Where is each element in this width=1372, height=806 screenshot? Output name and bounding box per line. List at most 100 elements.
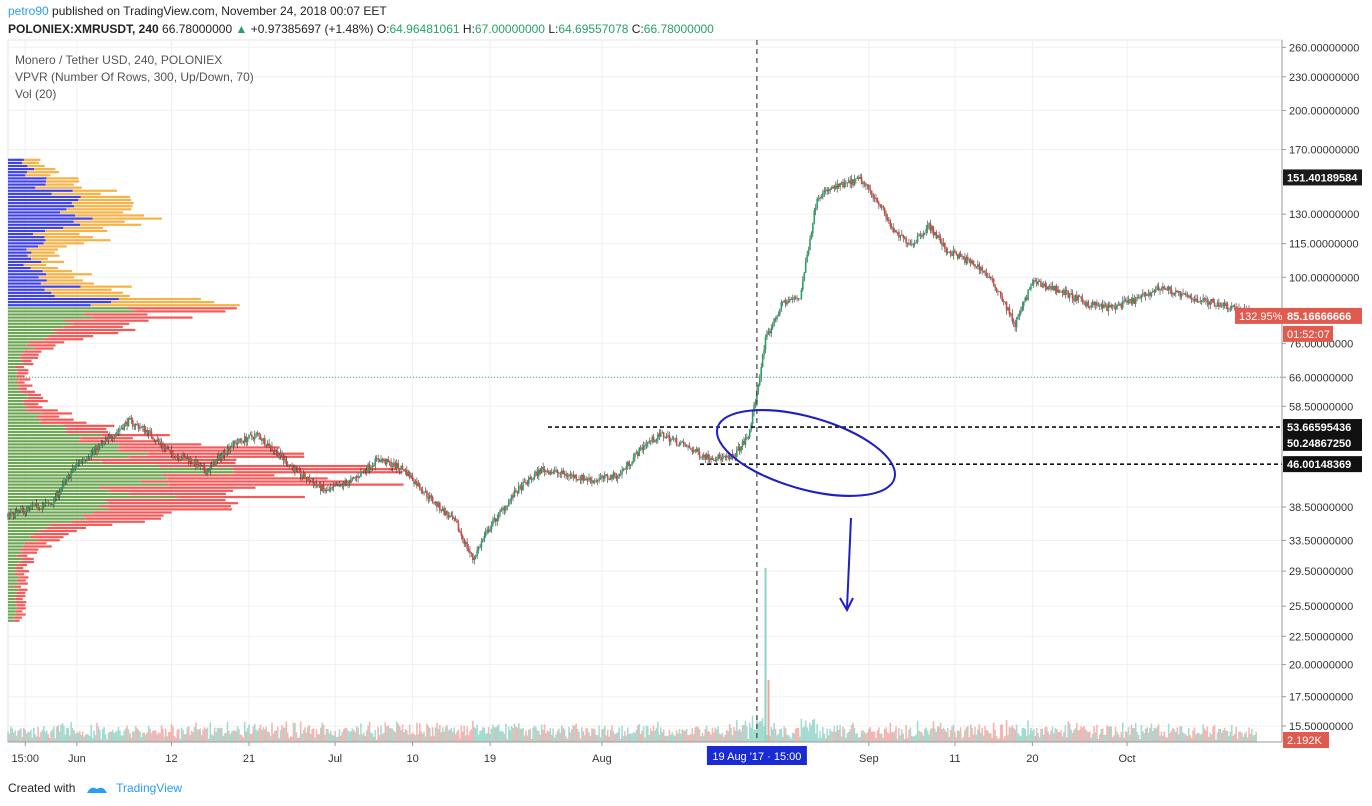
candle-body (688, 445, 691, 448)
price-tick-label: 29.50000000 (1289, 566, 1353, 578)
volume-bar (981, 727, 983, 742)
candle-body (1203, 298, 1206, 300)
volume-bar (479, 731, 481, 742)
level-badge-bg (1283, 434, 1362, 451)
candle-body (243, 436, 246, 443)
level-badge: 46.00148369 (1287, 459, 1351, 471)
candle-body (672, 438, 675, 440)
volume-bar (714, 727, 717, 742)
candle-body (1000, 291, 1002, 297)
candle-body (691, 449, 694, 453)
author-link[interactable]: petro90 (8, 4, 49, 18)
candle-body (186, 457, 189, 459)
vp-row-up (8, 180, 47, 183)
candle-body (523, 481, 526, 483)
volume-bar (635, 729, 638, 742)
candle-body (371, 465, 374, 468)
candle-body (889, 221, 892, 227)
volume-bar (1182, 732, 1184, 742)
volume-bar (160, 725, 163, 742)
candle-body (664, 437, 666, 439)
vp-row-down (66, 208, 132, 211)
vp-row-down (44, 236, 94, 239)
volume-bar (242, 737, 245, 742)
candle-body (576, 479, 579, 481)
candle-body (444, 511, 447, 515)
candle-body (836, 183, 839, 189)
candle-body (846, 182, 849, 184)
volume-bar (38, 737, 41, 742)
volume-bar (578, 731, 580, 742)
candle-body (700, 456, 702, 458)
volume-bar (572, 725, 575, 742)
candle-body (1196, 298, 1199, 303)
volume-bar (1235, 726, 1237, 742)
vp-row-down (99, 486, 256, 489)
candle-body (536, 471, 539, 477)
vp-row-up (8, 616, 14, 619)
candle-body (187, 457, 190, 462)
volume-bar (133, 731, 136, 742)
candle-body (629, 464, 632, 466)
candle-body (635, 452, 638, 454)
volume-bar (474, 728, 477, 742)
candle-body (616, 476, 619, 479)
candle-body (1136, 297, 1138, 299)
vp-row-up (8, 310, 134, 313)
candle-body (810, 233, 813, 240)
vp-row-down (108, 508, 232, 511)
time-tick-label: 12 (165, 753, 177, 765)
volume-bar (150, 732, 153, 742)
candle-body (1065, 290, 1068, 292)
volume-bar (968, 737, 971, 742)
volume-bar (459, 738, 461, 742)
candle-body (870, 190, 873, 194)
candle-body (130, 418, 133, 421)
vp-row-up (8, 588, 19, 591)
volume-bar (1248, 727, 1250, 742)
volume-bar (628, 733, 631, 742)
candle-body (61, 483, 64, 489)
candle-body (903, 237, 906, 239)
volume-bars (7, 568, 1257, 742)
tradingview-link[interactable]: TradingView (116, 781, 183, 795)
volume-bar (972, 734, 975, 742)
candle-body (585, 478, 587, 480)
candle-body (482, 539, 484, 542)
candle-body (319, 483, 322, 491)
vp-row-down (158, 464, 369, 468)
volume-bar (337, 736, 339, 742)
volume-bar (1121, 722, 1124, 742)
volume-bar (492, 724, 494, 742)
volume-bar (958, 731, 960, 742)
volume-bar (132, 731, 134, 742)
candle-body (545, 470, 547, 473)
candle-body (113, 436, 115, 439)
candle-body (533, 474, 536, 479)
vp-row-up (8, 223, 81, 226)
volume-bar (1083, 726, 1085, 742)
volume-bar (209, 722, 212, 742)
candle-body (288, 464, 290, 466)
candle-body (355, 476, 358, 478)
volume-bar (216, 728, 219, 742)
candle-body (566, 476, 569, 477)
candle-body (185, 456, 187, 459)
candle-body (978, 264, 981, 270)
candle-body (1054, 285, 1057, 291)
candle-body (849, 180, 851, 184)
volume-bar (157, 732, 160, 742)
volume-bar (705, 725, 708, 742)
volume-bar (507, 726, 510, 742)
candle-body (397, 463, 400, 469)
volume-bar (1113, 735, 1115, 742)
candle-body (1177, 291, 1180, 293)
volume-bar (794, 728, 797, 742)
volume-bar (393, 730, 395, 742)
vp-row-up (8, 613, 17, 616)
pct-badge: 132.95% (1239, 311, 1283, 323)
vp-row-up (8, 406, 28, 409)
vp-row-up (8, 421, 40, 424)
candle-body (15, 510, 18, 513)
